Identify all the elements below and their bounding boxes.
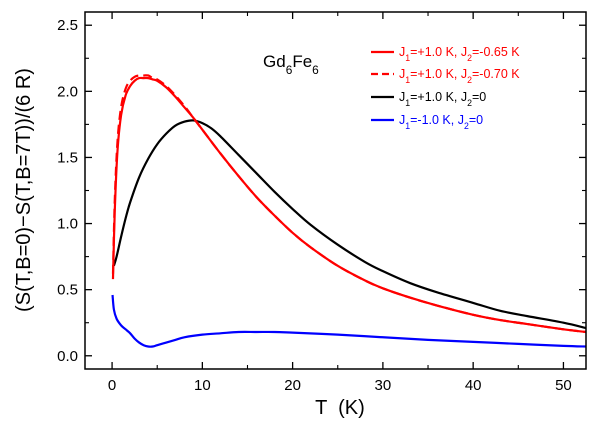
legend: J1=+1.0 K, J2=-0.65 K J1=+1.0 K, J2=-0.70… xyxy=(371,45,520,131)
x-tick-label: 20 xyxy=(284,377,301,394)
x-tick-label: 40 xyxy=(465,377,482,394)
y-tick-label: 1.0 xyxy=(57,216,78,233)
series-line-3 xyxy=(112,119,586,330)
x-tick-label: 30 xyxy=(375,377,392,394)
chart-title: Gd6Fe6 xyxy=(263,52,319,77)
legend-label-4: J1=-1.0 K, J2=0 xyxy=(399,113,483,131)
series-line-2 xyxy=(111,74,586,334)
x-tick-label: 0 xyxy=(108,377,116,394)
legend-label-1: J1=+1.0 K, J2=-0.65 K xyxy=(399,45,520,63)
legend-label-3: J1=+1.0 K, J2=0 xyxy=(399,90,486,108)
y-tick-label: 0.5 xyxy=(57,282,78,299)
x-tick-label: 50 xyxy=(555,377,572,394)
x-axis: 0 10 20 30 40 50 xyxy=(108,12,572,394)
series-line-1 xyxy=(111,76,586,334)
series-line-4 xyxy=(111,294,586,348)
y-axis: 0.0 0.5 1.0 1.5 2.0 2.5 xyxy=(57,17,586,365)
x-tick-label: 10 xyxy=(194,377,211,394)
y-tick-label: 1.5 xyxy=(57,149,78,166)
y-tick-label: 2.5 xyxy=(57,17,78,34)
legend-label-2: J1=+1.0 K, J2=-0.70 K xyxy=(399,67,520,85)
y-tick-label: 0.0 xyxy=(57,348,78,365)
y-tick-label: 2.0 xyxy=(57,83,78,100)
plot-background xyxy=(85,12,586,369)
y-axis-label: (S(T,B=0)−S(T,B=7T))/(6 R) xyxy=(13,68,35,312)
x-axis-label: T (K) xyxy=(315,397,365,419)
series-layer xyxy=(111,74,586,348)
